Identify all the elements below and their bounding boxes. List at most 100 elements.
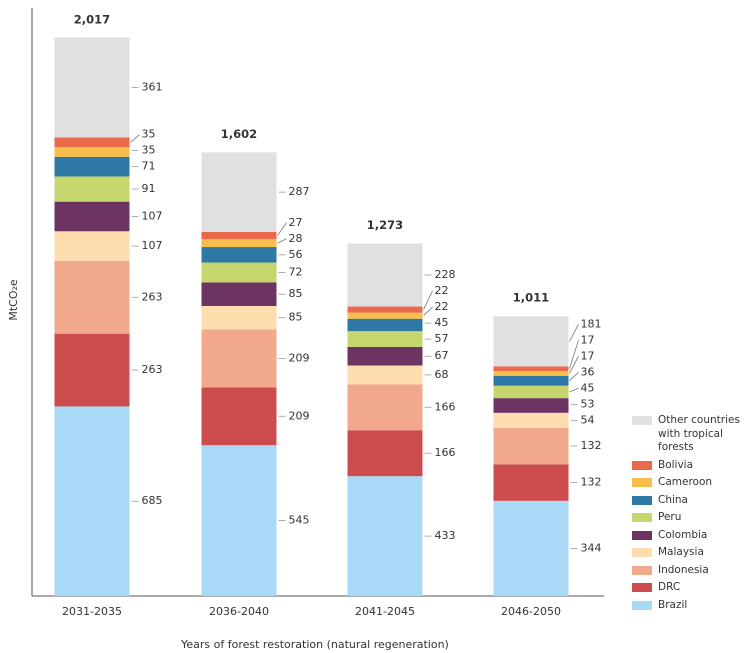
bar-segment xyxy=(493,412,569,428)
value-label: 54 xyxy=(581,413,595,426)
bar-segment xyxy=(201,387,277,446)
value-label: 181 xyxy=(581,317,602,330)
leader-line xyxy=(423,290,433,310)
bar-segment xyxy=(493,366,569,372)
legend-item: Cameroon xyxy=(632,476,750,490)
value-label: 35 xyxy=(142,128,156,141)
bar-segment xyxy=(201,329,277,388)
legend-swatch xyxy=(632,478,652,487)
bar-segment xyxy=(201,247,277,263)
value-label: 53 xyxy=(581,397,595,410)
value-label: 209 xyxy=(289,351,310,364)
bar-segment xyxy=(54,156,130,177)
total-label: 1,602 xyxy=(221,127,257,141)
legend-item: Bolivia xyxy=(632,459,750,473)
bar-segment xyxy=(201,445,277,596)
legend-swatch xyxy=(632,416,652,425)
value-label: 57 xyxy=(435,332,449,345)
bar-segment xyxy=(493,427,569,465)
legend-item: Other countries with tropical forests xyxy=(632,414,750,455)
legend: Other countries with tropical forests Bol… xyxy=(632,414,750,616)
value-label: 85 xyxy=(289,287,303,300)
value-label: 287 xyxy=(289,185,310,198)
legend-label: Other countries with tropical forests xyxy=(658,414,740,453)
bar-segment xyxy=(493,316,569,367)
leader-line xyxy=(569,324,579,342)
value-label: 71 xyxy=(142,160,156,173)
value-label: 344 xyxy=(581,541,602,554)
bar-segment xyxy=(493,398,569,413)
value-label: 263 xyxy=(142,363,163,376)
legend-item: Peru xyxy=(632,511,750,525)
legend-label: Bolivia xyxy=(658,458,694,471)
bar-segment xyxy=(201,239,277,248)
legend-item: Brazil xyxy=(632,599,750,613)
leader-line xyxy=(569,387,579,393)
x-tick-label: 2046-2050 xyxy=(501,605,561,618)
legend-swatch xyxy=(632,548,652,557)
value-label: 433 xyxy=(435,529,456,542)
legend-swatch xyxy=(632,583,652,592)
value-label: 56 xyxy=(289,248,303,261)
legend-swatch xyxy=(632,513,652,522)
legend-label: Malaysia xyxy=(658,546,704,558)
value-label: 22 xyxy=(435,300,449,313)
value-label: 228 xyxy=(435,268,456,281)
bar-segment xyxy=(347,476,423,596)
value-label: 107 xyxy=(142,209,163,222)
bar-segment xyxy=(347,365,423,385)
value-label: 45 xyxy=(581,381,595,394)
bar-segment xyxy=(201,262,277,283)
value-label: 68 xyxy=(435,368,449,381)
value-label: 35 xyxy=(142,144,156,157)
value-label: 166 xyxy=(435,400,456,413)
value-label: 263 xyxy=(142,290,163,303)
bar-segment xyxy=(54,37,130,138)
leader-line xyxy=(569,371,579,381)
legend-label: China xyxy=(658,493,688,506)
value-label: 107 xyxy=(142,239,163,252)
bar-segment xyxy=(347,318,423,332)
leader-line xyxy=(277,238,287,244)
value-label: 67 xyxy=(435,349,449,362)
legend-item: DRC xyxy=(632,581,750,595)
bar-segment xyxy=(347,346,423,366)
legend-label: Cameroon xyxy=(658,476,713,488)
legend-item: Malaysia xyxy=(632,546,750,560)
leader-line xyxy=(569,356,579,374)
value-label: 132 xyxy=(581,476,602,489)
legend-swatch xyxy=(632,495,652,505)
value-label: 28 xyxy=(289,232,303,245)
leader-line xyxy=(569,340,579,369)
value-label: 27 xyxy=(289,216,303,229)
value-label: 17 xyxy=(581,333,595,346)
x-tick-label: 2041-2045 xyxy=(355,605,415,618)
bar-segment xyxy=(493,464,569,501)
legend-label: Brazil xyxy=(658,598,688,611)
legend-item: Indonesia xyxy=(632,564,750,578)
bar-segment xyxy=(201,282,277,306)
value-label: 132 xyxy=(581,439,602,452)
total-label: 1,011 xyxy=(513,291,549,305)
bar-segment xyxy=(347,384,423,431)
bar-segment xyxy=(493,385,569,399)
x-axis-title: Years of forest restoration (natural reg… xyxy=(180,638,449,651)
value-label: 685 xyxy=(142,494,163,507)
value-label: 45 xyxy=(435,316,449,329)
total-label: 1,273 xyxy=(367,218,403,232)
legend-swatch xyxy=(632,600,652,610)
legend-label: Indonesia xyxy=(658,563,709,576)
legend-item: Colombia xyxy=(632,529,750,543)
leader-line xyxy=(277,222,287,236)
bar-segment xyxy=(347,430,423,477)
legend-swatch xyxy=(632,565,652,575)
y-axis-title: MtCO₂e xyxy=(7,279,20,321)
value-label: 166 xyxy=(435,446,456,459)
bar-segment xyxy=(54,201,130,232)
bar-segment xyxy=(54,231,130,261)
bar-segment xyxy=(54,137,130,148)
bar-segment xyxy=(201,231,277,240)
value-label: 72 xyxy=(289,265,303,278)
